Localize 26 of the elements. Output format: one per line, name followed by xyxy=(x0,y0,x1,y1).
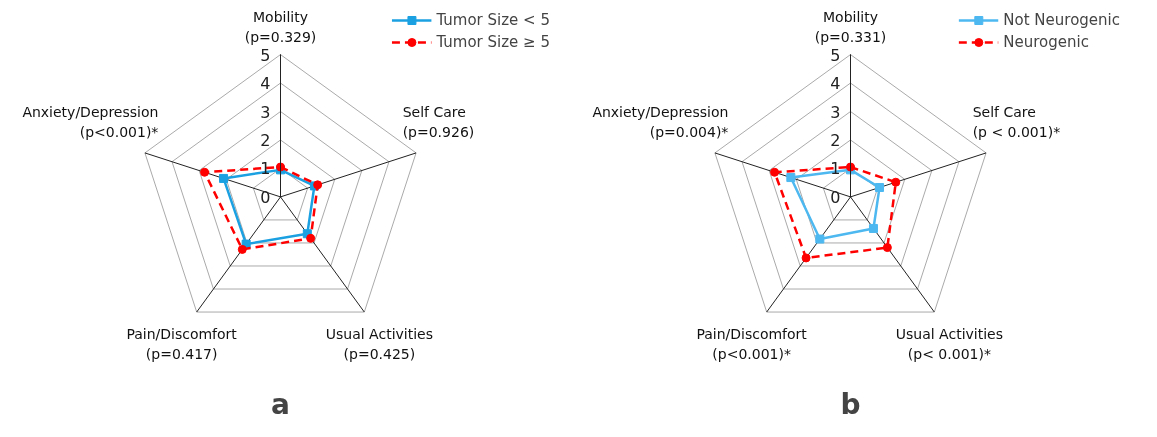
spoke-label: Anxiety/Depression (p<0.001)* xyxy=(22,104,159,141)
y-tick-label: 2 xyxy=(260,130,271,150)
y-tick-label: 5 xyxy=(260,45,271,65)
spoke-label: Mobility (p=0.331) xyxy=(814,8,887,45)
spoke-label: Self Care (p < 0.001)* xyxy=(972,104,1061,141)
spoke-label: Self Care (p=0.926) xyxy=(402,104,475,141)
spoke-label: Anxiety/Depression (p=0.004)* xyxy=(592,104,729,141)
legend-label: Neurogenic xyxy=(1003,33,1089,51)
spoke-label: Pain/Discomfort (p<0.001)* xyxy=(696,325,808,362)
spoke-label: Mobility (p=0.329) xyxy=(244,8,317,45)
y-tick-label: 4 xyxy=(830,74,841,94)
y-tick-label: 2 xyxy=(830,130,841,150)
y-tick-label: 0 xyxy=(830,187,841,207)
spoke-label: Pain/Discomfort (p=0.417) xyxy=(126,325,238,362)
text: b xyxy=(840,387,861,421)
y-tick-label: 3 xyxy=(260,102,271,122)
legend-label: Tumor Size < 5 xyxy=(436,11,550,29)
spoke-label: Usual Activities (p=0.425) xyxy=(325,325,433,362)
spoke-label: Usual Activities (p< 0.001)* xyxy=(895,325,1003,362)
text: a xyxy=(271,387,290,421)
y-tick-label: 3 xyxy=(830,102,841,122)
legend-label: Tumor Size ≥ 5 xyxy=(436,33,550,51)
y-tick-label: 4 xyxy=(260,74,271,94)
y-tick-label: 0 xyxy=(260,187,271,207)
legend-label: Not Neurogenic xyxy=(1003,11,1120,29)
y-tick-label: 5 xyxy=(830,45,841,65)
